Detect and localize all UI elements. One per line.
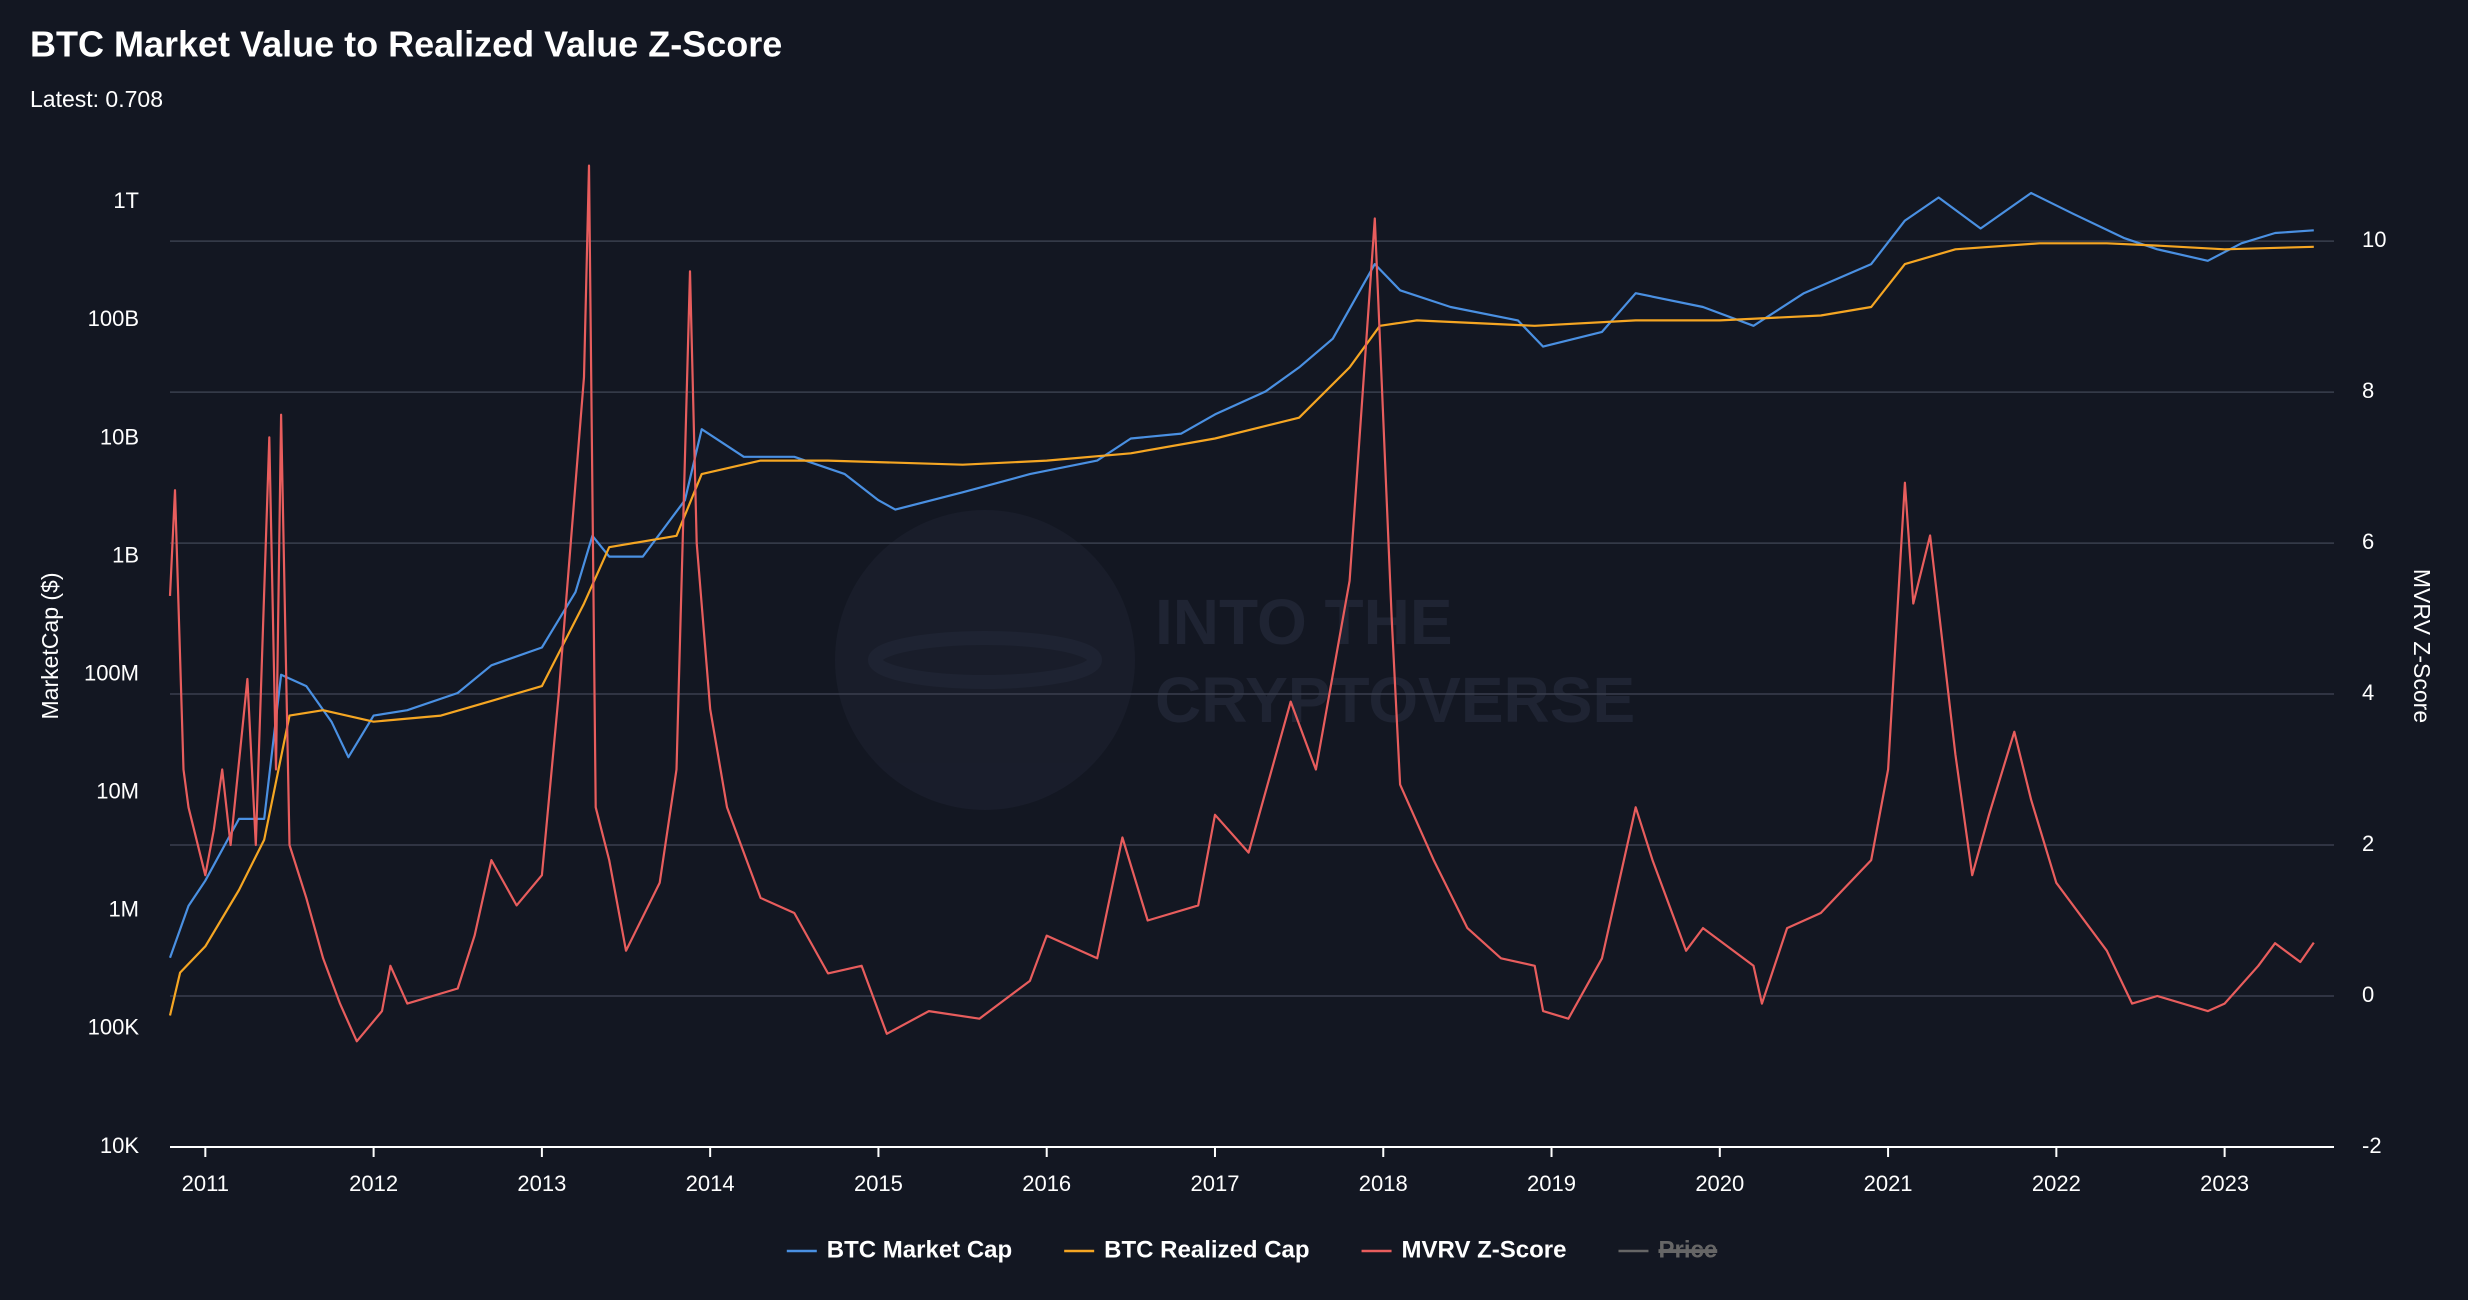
x-tick-label: 2021: [1864, 1171, 1913, 1196]
y2-axis-label: MVRV Z-Score: [2409, 569, 2435, 723]
x-tick-label: 2020: [1695, 1171, 1744, 1196]
series-line: [168, 191, 2314, 959]
y-tick-label: 1B: [112, 542, 139, 567]
legend-label: BTC Realized Cap: [1104, 1236, 1309, 1263]
chart-title: BTC Market Value to Realized Value Z-Sco…: [30, 24, 782, 65]
series-line: [168, 164, 2315, 1043]
y2-tick-label: -2: [2362, 1133, 2382, 1158]
y-tick-label: 10B: [100, 424, 139, 449]
legend-label: Price: [1658, 1236, 1717, 1263]
x-tick-label: 2013: [517, 1171, 566, 1196]
chart-subtitle: Latest: 0.708: [30, 86, 163, 112]
legend-label: MVRV Z-Score: [1402, 1236, 1567, 1263]
y-tick-label: 100B: [88, 306, 139, 331]
x-tick-label: 2015: [854, 1171, 903, 1196]
x-tick-label: 2011: [182, 1171, 229, 1196]
legend-label: BTC Market Cap: [827, 1236, 1012, 1263]
y2-tick-label: 0: [2362, 982, 2374, 1007]
y-tick-label: 100K: [88, 1015, 140, 1040]
watermark-text: INTO THE: [1155, 586, 1453, 658]
y-tick-label: 10K: [100, 1133, 139, 1158]
x-tick-label: 2022: [2032, 1171, 2081, 1196]
y-tick-label: 10M: [96, 779, 139, 804]
x-tick-label: 2019: [1527, 1171, 1576, 1196]
series-line: [168, 242, 2314, 1016]
y2-tick-label: 6: [2362, 529, 2374, 554]
y2-tick-label: 4: [2362, 680, 2374, 705]
x-tick-label: 2016: [1022, 1171, 1071, 1196]
x-tick-label: 2018: [1359, 1171, 1408, 1196]
x-tick-label: 2017: [1191, 1171, 1240, 1196]
y-tick-label: 1M: [108, 897, 139, 922]
y-tick-label: 100M: [84, 660, 139, 685]
y2-tick-label: 10: [2362, 227, 2386, 252]
x-tick-label: 2014: [686, 1171, 735, 1196]
y2-tick-label: 2: [2362, 831, 2374, 856]
watermark-logo: [835, 510, 1135, 810]
y2-tick-label: 8: [2362, 378, 2374, 403]
x-tick-label: 2012: [349, 1171, 398, 1196]
y-axis-label: MarketCap ($): [37, 573, 63, 720]
y-tick-label: 1T: [113, 188, 139, 213]
legend: BTC Market Cap BTC Realized Cap MVRV Z-Sco…: [786, 1236, 1718, 1263]
x-tick-label: 2023: [2200, 1171, 2249, 1196]
